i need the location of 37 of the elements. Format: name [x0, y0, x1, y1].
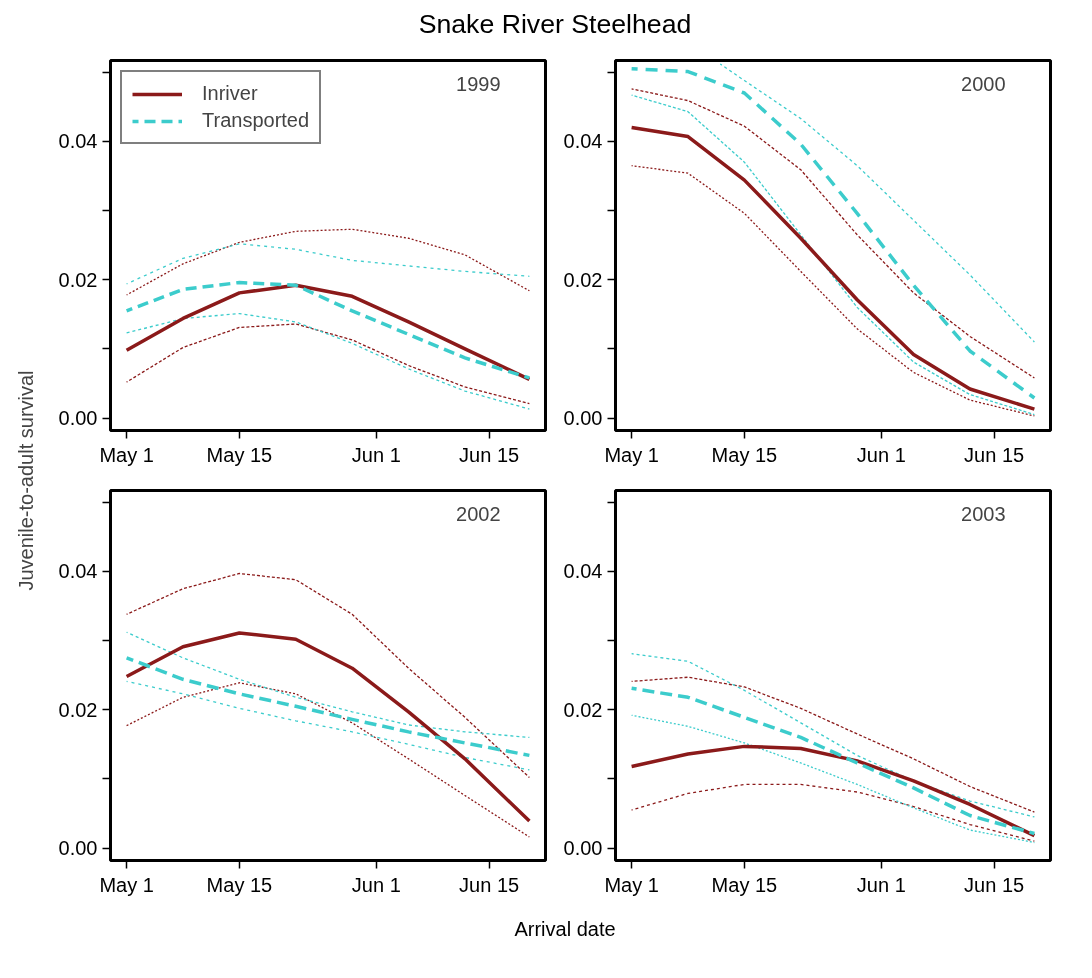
- x-tick-label: May 1: [604, 443, 659, 466]
- x-axis-title: Arrival date: [514, 917, 616, 942]
- y-tick-label: 0.00: [58, 407, 98, 430]
- legend-label: Transported: [202, 109, 310, 132]
- x-tick-label: May 1: [99, 443, 154, 466]
- x-tick-label: May 1: [604, 873, 659, 896]
- x-tick-label: Jun 1: [351, 873, 401, 896]
- chart-title: Snake River Steelhead: [418, 8, 692, 41]
- x-tick-label: May 15: [206, 873, 273, 896]
- y-axis-title: Juvenile-to-adult survival: [14, 370, 37, 591]
- y-tick-label: 0.02: [58, 698, 98, 721]
- x-tick-label: Jun 15: [459, 873, 520, 896]
- x-tick-label: Jun 15: [964, 873, 1025, 896]
- y-tick-label: 0.04: [563, 130, 603, 153]
- annotation: 1999: [456, 72, 501, 95]
- y-tick-label: 0.04: [563, 560, 603, 583]
- x-tick-label: Jun 15: [459, 443, 520, 466]
- y-tick-label: 0.02: [58, 268, 98, 291]
- x-tick-label: May 15: [711, 873, 778, 896]
- x-tick-label: Jun 1: [856, 873, 906, 896]
- y-tick-label: 0.00: [563, 407, 603, 430]
- y-tick-label: 0.04: [58, 130, 98, 153]
- y-tick-label: 0.04: [58, 560, 98, 583]
- y-tick-label: 0.02: [563, 268, 603, 291]
- y-tick-label: 0.02: [563, 698, 603, 721]
- x-tick-label: May 1: [99, 873, 154, 896]
- x-tick-label: Jun 1: [856, 443, 906, 466]
- y-tick-label: 0.00: [58, 837, 98, 860]
- annotation: 2000: [961, 72, 1006, 95]
- x-tick-label: Jun 1: [351, 443, 401, 466]
- legend-label: Inriver: [202, 82, 258, 105]
- x-tick-label: Jun 15: [964, 443, 1025, 466]
- y-tick-label: 0.00: [563, 837, 603, 860]
- x-tick-label: May 15: [206, 443, 273, 466]
- annotation: 2003: [961, 502, 1006, 525]
- x-tick-label: May 15: [711, 443, 778, 466]
- annotation: 2002: [456, 502, 501, 525]
